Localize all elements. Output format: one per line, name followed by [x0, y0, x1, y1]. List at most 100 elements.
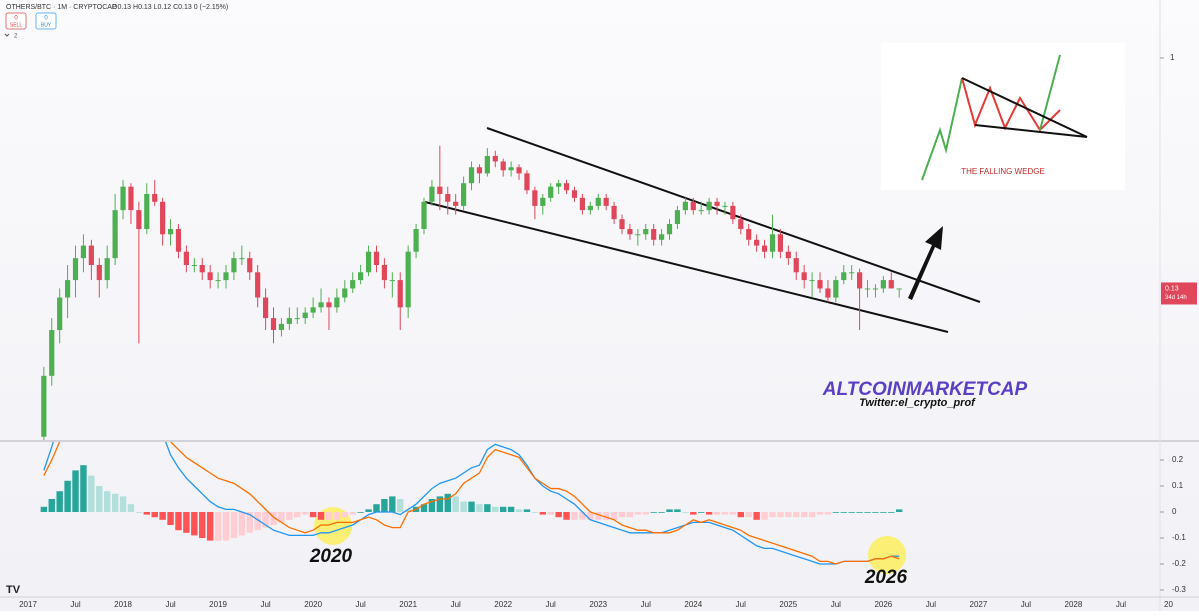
candle-body: [833, 280, 839, 298]
candle-body: [167, 229, 174, 235]
histogram-bar: [167, 511, 174, 525]
candle-body: [793, 258, 799, 273]
histogram-bar: [713, 511, 721, 515]
x-tick-label: Jul: [70, 600, 80, 609]
histogram-bar: [357, 511, 364, 513]
candle-body: [278, 323, 285, 331]
histogram-bar: [579, 511, 586, 520]
candle-body: [65, 280, 71, 298]
candle-body: [461, 183, 467, 206]
candle-body: [484, 155, 490, 174]
histogram-bar: [286, 511, 293, 520]
candle-body: [445, 193, 451, 202]
symbol: OTHERS/BTC · 1M · CRYPTOCAP: [6, 4, 117, 11]
candle-body: [421, 201, 427, 230]
inset-lower: [974, 124, 1088, 138]
price-pane: [41, 145, 902, 440]
histogram-bar: [199, 511, 206, 538]
candle-body: [849, 272, 855, 274]
candle-body: [152, 193, 158, 202]
candle-body: [128, 186, 134, 211]
x-tick-label: 2022: [494, 600, 512, 609]
candle-body: [643, 229, 649, 235]
candle-body: [722, 205, 728, 207]
histogram-bar: [698, 511, 705, 513]
histogram-bar: [72, 470, 79, 512]
histogram-bar: [745, 511, 752, 518]
histogram-bar: [56, 491, 63, 512]
candle-body: [571, 190, 578, 198]
candle-body: [397, 280, 403, 308]
x-tick-label: 2024: [684, 600, 702, 609]
label-2020: 2020: [309, 546, 353, 567]
candle-body: [437, 186, 443, 194]
histogram-bar: [618, 511, 626, 518]
histogram-bar: [270, 511, 277, 525]
candle-body: [468, 167, 475, 184]
candle-body: [255, 272, 261, 298]
x-tick-label: 2021: [399, 600, 417, 609]
histogram-bar: [507, 506, 515, 512]
y-tick-label: -0.3: [1172, 585, 1186, 594]
histogram-bar: [777, 511, 784, 518]
candle-body: [381, 265, 387, 281]
candle-body: [627, 229, 633, 235]
candle-body: [809, 280, 815, 282]
buy-qty: 0: [44, 16, 48, 22]
macd-line: [43, 442, 900, 565]
histogram-bar: [896, 509, 903, 512]
histogram-bar: [246, 511, 253, 533]
histogram-bar: [721, 511, 729, 515]
inset-panel: [881, 43, 1125, 190]
candle-body: [88, 245, 94, 266]
candle-body: [215, 280, 221, 282]
x-tick-label: 2017: [19, 600, 37, 609]
candle-body: [326, 302, 332, 308]
histogram-bar: [658, 511, 665, 513]
candle-body: [207, 272, 213, 281]
x-tick-label: 2020: [304, 600, 322, 609]
candle-body: [817, 280, 823, 289]
candle-body: [389, 280, 395, 282]
histogram-bar: [151, 511, 158, 518]
candle-body: [785, 251, 791, 259]
histogram-bar: [64, 480, 71, 512]
histogram-bar: [404, 509, 412, 512]
histogram-bar: [856, 511, 863, 513]
histogram-bar: [832, 511, 840, 513]
collapse-icon[interactable]: [4, 33, 10, 37]
histogram-bar: [682, 511, 689, 513]
candle-body: [247, 258, 253, 273]
histogram-bar: [595, 511, 602, 520]
histogram-bar: [135, 511, 143, 513]
histogram-bar: [262, 511, 269, 528]
histogram-bar: [389, 496, 396, 512]
ohlc: O0.13 H0.13 L0.12 C0.13 0 (−2.15%): [112, 4, 228, 11]
inset-upper: [961, 77, 1088, 138]
candle-body: [777, 234, 783, 252]
sell-button[interactable]: [5, 12, 27, 30]
candle-body: [365, 251, 372, 273]
candle-body: [746, 229, 752, 240]
histogram-bar: [436, 496, 444, 512]
candle-body: [540, 197, 546, 206]
candle-body: [72, 258, 79, 281]
histogram-bar: [800, 511, 808, 518]
candle-body: [104, 258, 110, 281]
indicator-count: 2: [14, 34, 18, 40]
brand: ALTCOINMARKETCAP: [822, 379, 1028, 400]
candle-body: [603, 197, 609, 206]
candle-body: [429, 186, 435, 202]
candle-body: [769, 234, 776, 252]
x-tick-label: 2026: [874, 600, 892, 609]
histogram-bar: [80, 465, 87, 512]
candle-body: [342, 288, 348, 298]
candle-body: [556, 183, 562, 187]
histogram-bar: [642, 511, 649, 515]
candle-body: [476, 167, 483, 174]
buy-button[interactable]: [35, 12, 57, 30]
x-tick-label: 2023: [589, 600, 607, 609]
histogram-bar: [808, 511, 816, 518]
histogram-bar: [365, 509, 372, 512]
y-tick-label: 0.1: [1172, 481, 1184, 490]
